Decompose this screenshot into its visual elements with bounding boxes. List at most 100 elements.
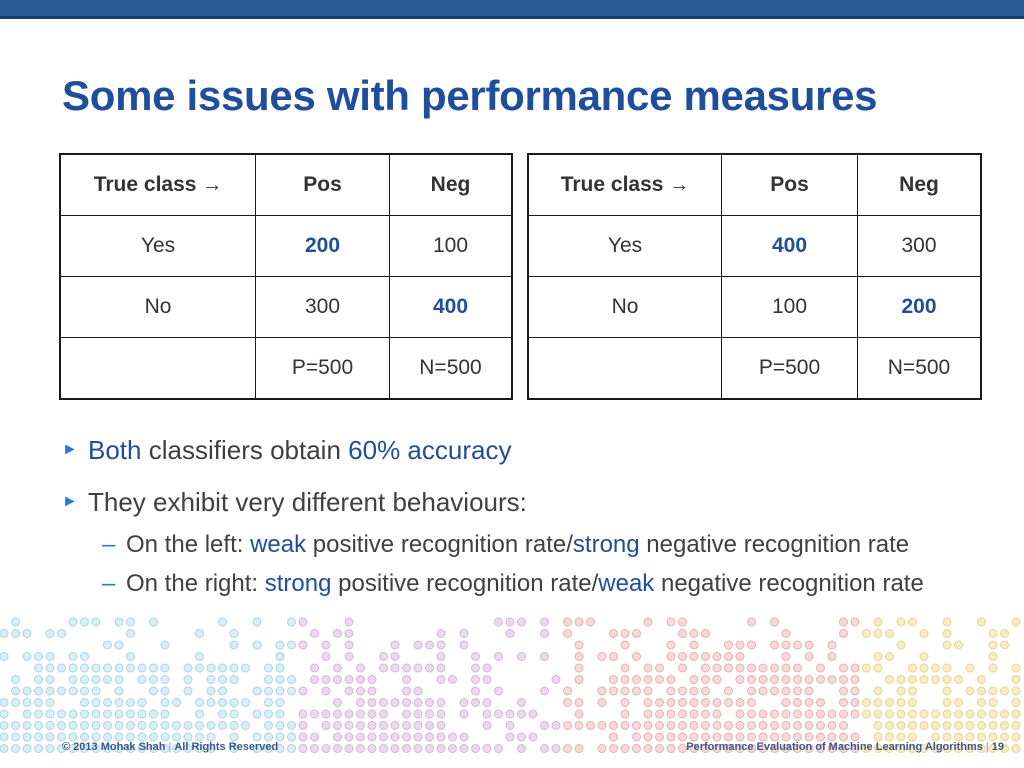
- decorative-dot: [161, 722, 169, 730]
- decorative-dot: [943, 641, 951, 649]
- decorative-dot: [299, 687, 307, 695]
- cell-value: 200: [858, 277, 982, 338]
- decorative-dot: [794, 641, 802, 649]
- decorative-dot: [115, 618, 123, 626]
- decorative-dot: [483, 745, 491, 753]
- table-row: No 300 400: [60, 277, 512, 338]
- decorative-dot: [610, 653, 618, 661]
- decorative-dot: [817, 699, 825, 707]
- decorative-dot: [851, 676, 859, 684]
- header-pos: Pos: [256, 154, 390, 216]
- decorative-dot: [138, 699, 146, 707]
- decorative-dot: [610, 733, 618, 741]
- decorative-dot: [58, 733, 66, 741]
- decorative-dot: [748, 687, 756, 695]
- decorative-dot: [12, 618, 20, 626]
- decorative-dot: [782, 722, 790, 730]
- decorative-dot: [230, 641, 238, 649]
- decorative-dot: [483, 710, 491, 718]
- decorative-dot: [460, 745, 468, 753]
- decorative-dot: [345, 676, 353, 684]
- decorative-dot: [368, 722, 376, 730]
- decorative-dot: [863, 699, 871, 707]
- footer-title: Performance Evaluation of Machine Learni…: [686, 741, 1004, 753]
- decorative-dot: [644, 618, 652, 626]
- decorative-dot: [817, 722, 825, 730]
- decorative-dot: [575, 699, 583, 707]
- decorative-dot: [656, 664, 664, 672]
- decorative-dot: [966, 722, 974, 730]
- decorative-dot: [403, 722, 411, 730]
- decorative-dot: [518, 618, 526, 626]
- decorative-dot: [667, 722, 675, 730]
- decorative-dot: [357, 676, 365, 684]
- decorative-dot: [299, 733, 307, 741]
- decorative-dot: [276, 676, 284, 684]
- decorative-dot: [679, 722, 687, 730]
- decorative-dot: [69, 687, 77, 695]
- decorative-dot: [989, 699, 997, 707]
- decorative-dot: [575, 641, 583, 649]
- decorative-dot: [552, 745, 560, 753]
- decorative-dot: [35, 699, 43, 707]
- decorative-dot: [437, 676, 445, 684]
- decorative-dot: [184, 687, 192, 695]
- decorative-dot: [667, 641, 675, 649]
- decorative-dot: [368, 710, 376, 718]
- page-number: 19: [992, 741, 1004, 753]
- footer-separator: |: [986, 741, 989, 753]
- decorative-dot: [196, 722, 204, 730]
- decorative-dot: [81, 722, 89, 730]
- decorative-dot: [874, 710, 882, 718]
- decorative-dot: [943, 687, 951, 695]
- decorative-dot: [748, 664, 756, 672]
- decorative-dot: [276, 653, 284, 661]
- decorative-dot: [276, 641, 284, 649]
- decorative-dot: [265, 722, 273, 730]
- decorative-dot: [322, 722, 330, 730]
- row-label: Yes: [528, 216, 722, 277]
- decorative-dot: [437, 653, 445, 661]
- decorative-dot: [334, 630, 342, 638]
- decorative-dot: [909, 687, 917, 695]
- decorative-dot: [495, 687, 503, 695]
- decorative-dot: [81, 687, 89, 695]
- decorative-dot: [679, 699, 687, 707]
- decorative-dot: [12, 630, 20, 638]
- decorative-dot: [989, 653, 997, 661]
- decorative-dot: [782, 641, 790, 649]
- decorative-dot: [897, 618, 905, 626]
- decorative-dot: [357, 664, 365, 672]
- decorative-dot: [23, 710, 31, 718]
- decorative-dot: [311, 745, 319, 753]
- decorative-dot: [506, 733, 514, 741]
- decorative-dot: [495, 745, 503, 753]
- decorative-dot: [541, 618, 549, 626]
- decorative-dot: [437, 630, 445, 638]
- decorative-dot: [380, 699, 388, 707]
- decorative-dot: [115, 641, 123, 649]
- decorative-dot: [564, 687, 572, 695]
- decorative-dot: [81, 699, 89, 707]
- decorative-dot: [794, 676, 802, 684]
- decorative-dot: [391, 745, 399, 753]
- decorative-dot: [299, 722, 307, 730]
- decorative-dot: [472, 699, 480, 707]
- decorative-dot: [541, 630, 549, 638]
- decorative-dot: [403, 699, 411, 707]
- decorative-dot: [196, 653, 204, 661]
- decorative-dot: [391, 722, 399, 730]
- decorative-dot: [276, 722, 284, 730]
- decorative-dot: [1012, 710, 1020, 718]
- decorative-dot: [253, 687, 261, 695]
- decorative-dot: [713, 664, 721, 672]
- decorative-dot: [805, 641, 813, 649]
- decorative-dot: [127, 653, 135, 661]
- decorative-dot: [23, 687, 31, 695]
- decorative-dot: [35, 710, 43, 718]
- decorative-dot: [104, 676, 112, 684]
- decorative-dot: [46, 733, 54, 741]
- decorative-dot: [840, 699, 848, 707]
- decorative-dot: [863, 710, 871, 718]
- decorative-dot: [265, 710, 273, 718]
